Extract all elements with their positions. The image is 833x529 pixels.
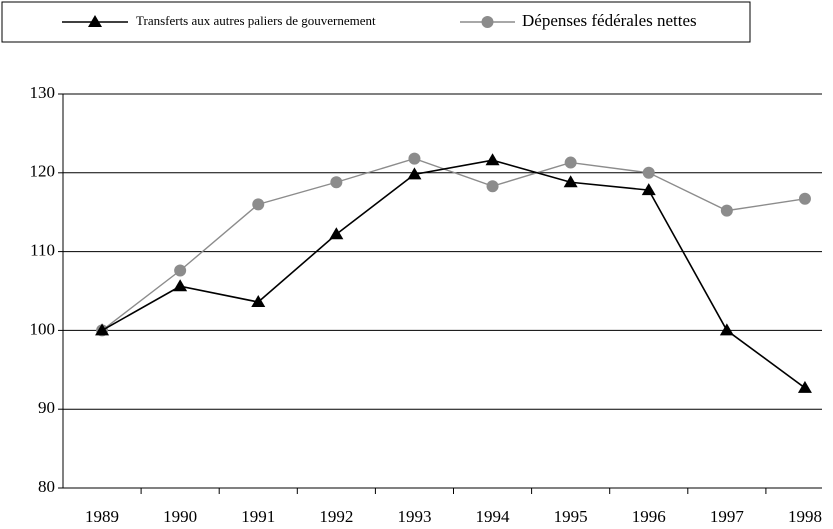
marker: [485, 153, 500, 166]
x-tick-label: 1996: [632, 507, 666, 526]
marker: [564, 156, 577, 169]
marker: [797, 380, 812, 393]
x-tick-label: 1994: [476, 507, 511, 526]
marker: [642, 166, 655, 179]
x-tick-label: 1993: [397, 507, 431, 526]
marker: [408, 152, 421, 165]
marker: [330, 176, 343, 189]
series-line: [101, 157, 806, 331]
x-tick-label: 1991: [241, 507, 275, 526]
marker: [641, 183, 656, 196]
x-tick-label: 1997: [710, 507, 745, 526]
x-tick-label: 1990: [163, 507, 197, 526]
marker: [174, 264, 187, 277]
y-tick-label: 130: [30, 83, 56, 102]
marker: [251, 295, 266, 308]
y-tick-label: 100: [30, 319, 56, 338]
series-line: [101, 159, 806, 389]
marker: [798, 192, 811, 205]
marker: [329, 227, 344, 240]
marker: [95, 323, 110, 336]
marker: [173, 279, 188, 292]
x-tick-label: 1995: [554, 507, 588, 526]
legend-label: Dépenses fédérales nettes: [522, 11, 697, 30]
y-tick-label: 90: [38, 398, 55, 417]
marker: [486, 180, 499, 193]
y-tick-label: 110: [30, 241, 55, 260]
legend-label: Transferts aux autres paliers de gouvern…: [136, 13, 376, 28]
marker: [563, 175, 578, 188]
marker: [252, 198, 265, 211]
x-tick-label: 1989: [85, 507, 119, 526]
x-tick-label: 1998: [788, 507, 822, 526]
y-tick-label: 80: [38, 477, 55, 496]
x-tick-label: 1992: [319, 507, 353, 526]
marker: [719, 323, 734, 336]
marker: [720, 204, 733, 217]
marker: [88, 15, 102, 27]
marker: [481, 16, 494, 28]
y-tick-label: 120: [30, 162, 56, 181]
marker: [407, 167, 422, 180]
